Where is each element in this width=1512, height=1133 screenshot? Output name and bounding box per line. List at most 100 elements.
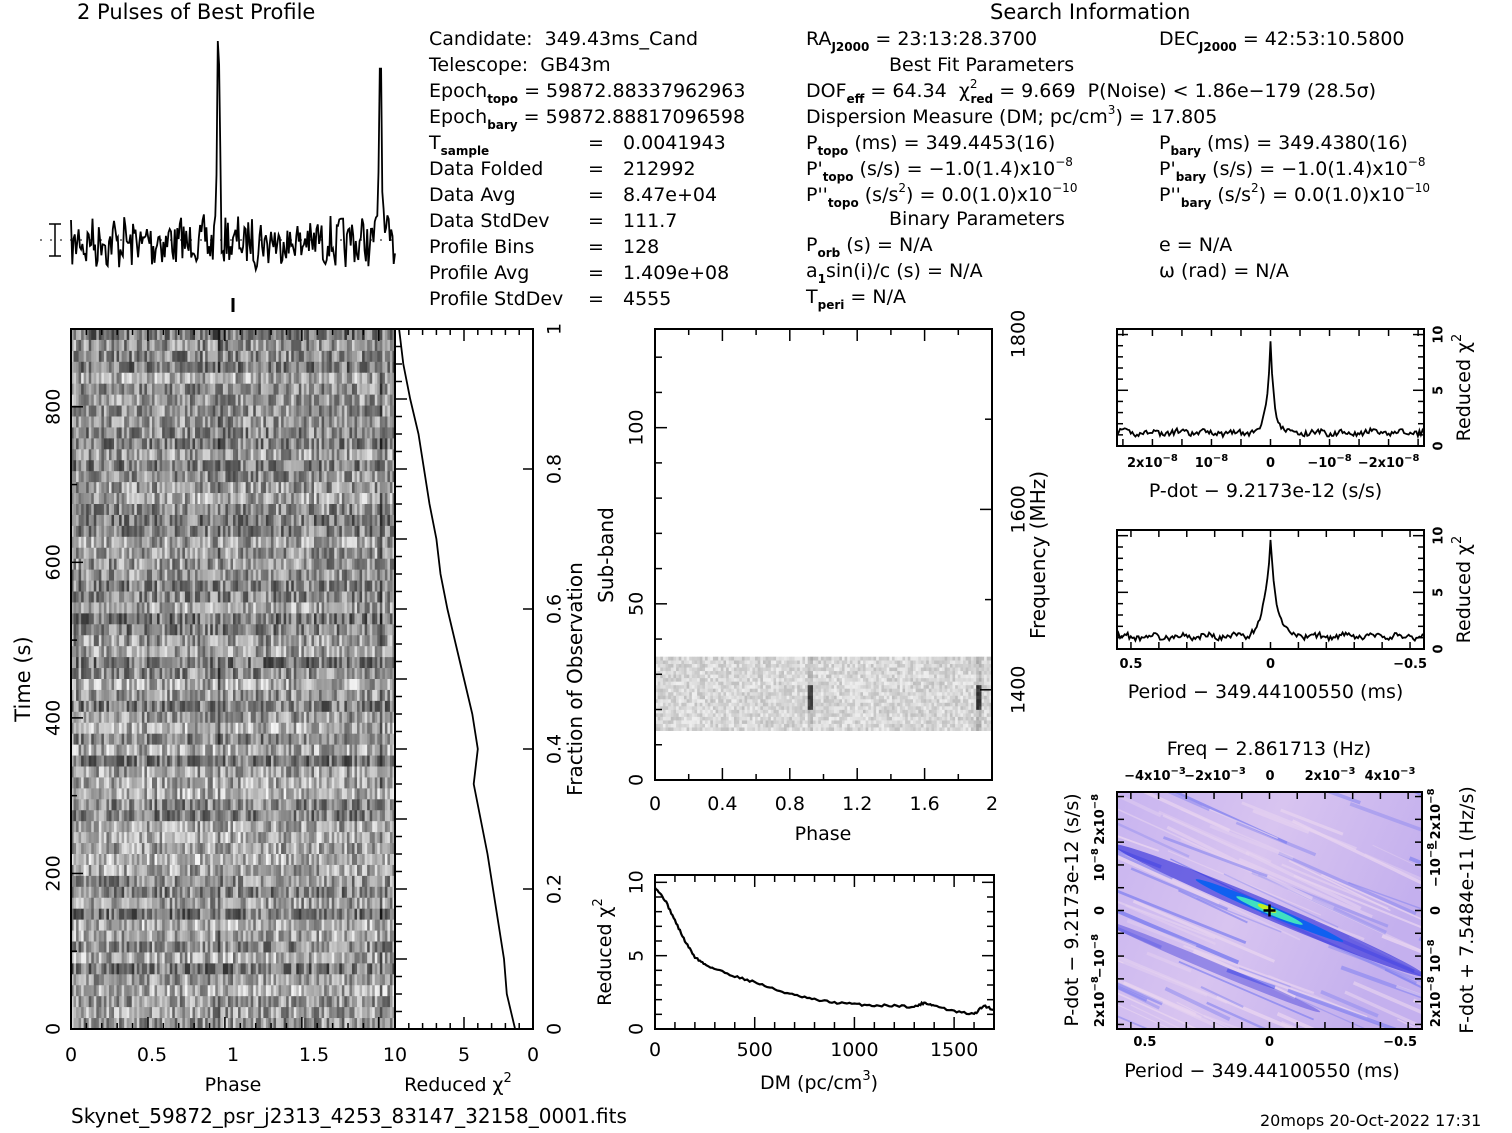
heatmap-cell (212, 460, 216, 472)
heatmap-cell (73, 405, 77, 417)
heatmap-cell (273, 700, 277, 713)
heatmap-cell (374, 405, 378, 417)
heatmap-cell (119, 700, 123, 713)
heatmap-cell (174, 722, 178, 735)
heatmap-cell (359, 427, 363, 439)
heatmap-cell (364, 514, 368, 527)
heatmap-cell (144, 514, 148, 527)
heatmap-cell (354, 613, 358, 625)
heatmap-cell (301, 383, 305, 396)
heatmap-cell (202, 350, 206, 363)
heatmap-cell (268, 657, 272, 669)
heatmap-cell (306, 350, 310, 363)
heatmap-cell (106, 536, 110, 549)
heatmap-cell (169, 416, 173, 428)
heatmap-cell (71, 514, 74, 527)
heatmap-cell (108, 482, 112, 494)
heatmap-cell (152, 711, 155, 724)
heatmap-cell (359, 394, 363, 406)
heatmap-cell (245, 700, 249, 713)
heatmap-cell (225, 547, 229, 560)
heatmap-cell (253, 722, 257, 735)
heatmap-cell (250, 700, 254, 713)
heatmap-cell (255, 700, 259, 713)
heatmap-cell (336, 438, 340, 450)
heatmap-cell (78, 438, 82, 450)
heatmap-cell (121, 394, 125, 406)
heatmap-cell (384, 329, 388, 341)
heatmap-cell (314, 525, 317, 538)
heatmap-cell (253, 668, 257, 680)
heatmap-cell (334, 493, 338, 505)
heatmap-cell (134, 361, 138, 374)
heatmap-cell (162, 383, 166, 396)
heatmap-cell (114, 460, 117, 472)
heatmap-cell (220, 711, 224, 724)
heatmap-cell (119, 449, 123, 461)
heatmap-cell (174, 646, 178, 658)
heatmap-cell (184, 394, 188, 406)
heatmap-cell (359, 733, 363, 746)
heatmap-cell (260, 405, 264, 417)
heatmap-cell (265, 525, 269, 538)
heatmap-cell (78, 624, 82, 636)
heatmap-cell (114, 591, 117, 603)
heatmap-cell (321, 525, 325, 538)
heatmap-cell (205, 711, 209, 724)
heatmap-cell (245, 438, 249, 450)
heatmap-cell (250, 635, 254, 647)
heatmap-cell (258, 460, 262, 472)
heatmap-cell (96, 591, 100, 603)
heatmap-cell (349, 580, 353, 592)
heatmap-cell (212, 438, 216, 450)
heatmap-cell (331, 580, 335, 592)
heatmap-cell (202, 558, 206, 571)
heatmap-cell (134, 591, 138, 603)
heatmap-cell (354, 361, 358, 374)
heatmap-cell (88, 339, 92, 352)
heatmap-cell (207, 471, 211, 483)
heatmap-cell (354, 689, 358, 702)
heatmap-cell (384, 482, 388, 494)
heatmap-cell (108, 372, 112, 385)
heatmap-cell (96, 733, 100, 746)
heatmap-cell (276, 700, 279, 713)
heatmap-cell (88, 416, 92, 428)
heatmap-cell (276, 329, 279, 341)
heatmap-cell (169, 405, 173, 417)
heatmap-cell (106, 569, 110, 581)
heatmap-cell (306, 329, 310, 341)
heatmap-cell (217, 591, 221, 603)
heatmap-cell (301, 700, 305, 713)
heatmap-cell (377, 580, 381, 592)
heatmap-cell (111, 350, 115, 363)
heatmap-cell (384, 449, 388, 461)
heatmap-cell (76, 547, 79, 560)
heatmap-cell (169, 624, 173, 636)
heatmap-cell (83, 372, 87, 385)
heatmap-cell (76, 329, 79, 341)
heatmap-cell (270, 504, 274, 516)
heatmap-cell (126, 591, 130, 603)
heatmap-cell (255, 339, 259, 352)
heatmap-cell (230, 449, 234, 461)
heatmap-cell (260, 493, 264, 505)
heatmap-cell (303, 679, 307, 691)
heatmap-cell (329, 591, 333, 603)
heatmap-cell (76, 361, 79, 374)
heatmap-cell (250, 591, 254, 603)
heatmap-cell (268, 350, 272, 363)
heatmap-cell (392, 372, 395, 385)
heatmap-cell (233, 569, 236, 581)
heatmap-cell (121, 580, 125, 592)
heatmap-cell (116, 657, 120, 669)
heatmap-cell (334, 372, 338, 385)
heatmap-cell (349, 733, 353, 746)
heatmap-cell (316, 449, 320, 461)
heatmap-cell (240, 471, 244, 483)
heatmap-cell (235, 689, 239, 702)
heatmap-cell (329, 460, 333, 472)
heatmap-cell (71, 744, 74, 756)
heatmap-cell (311, 689, 315, 702)
heatmap-cell (129, 733, 133, 746)
